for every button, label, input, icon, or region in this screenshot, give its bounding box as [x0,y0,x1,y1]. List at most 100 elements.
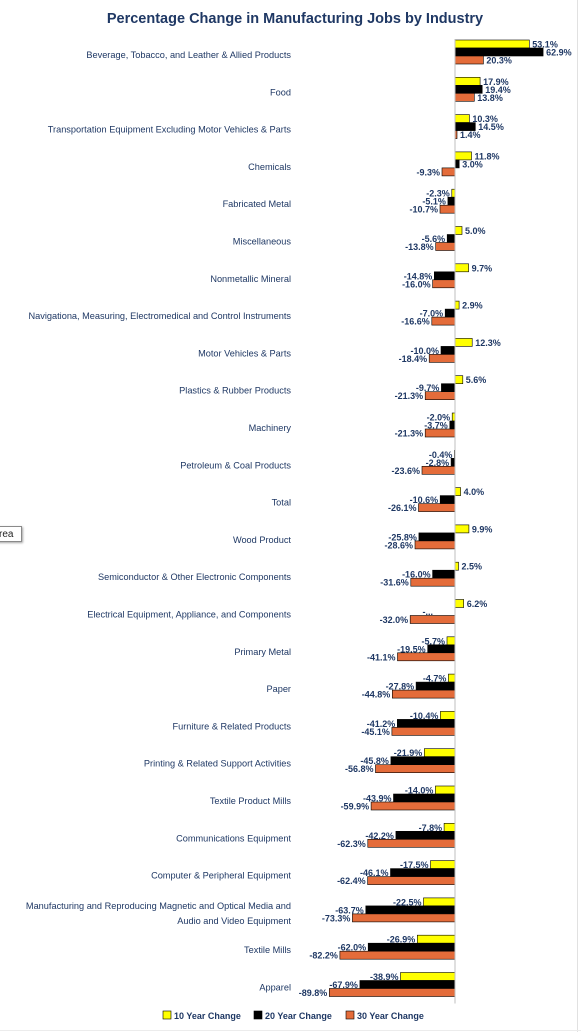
data-label: -42.2% [365,831,394,841]
bar [446,234,456,243]
data-label: -7.8% [419,823,443,833]
category-label: Food [270,87,291,97]
data-label: -2.0% [427,413,451,423]
data-label: -89.8% [299,988,328,998]
data-label: -25.8% [388,532,417,542]
data-label: 12.3% [475,338,501,348]
data-label: -32.0% [380,615,409,625]
data-label: 2.5% [462,562,483,572]
bar [430,860,456,869]
data-label: 6.2% [467,599,488,609]
data-label: -26.9% [387,935,416,945]
data-label: -16.0% [402,279,431,289]
bar [454,159,460,169]
bar [454,114,470,123]
category-label: Computer & Peripheral Equipment [151,871,291,881]
bar [454,55,484,65]
data-label: 9.9% [472,524,493,534]
data-label: -41.1% [367,652,396,662]
data-label: 1.4% [460,130,481,140]
data-label: -9.3% [416,167,440,177]
category-label: Chemicals [248,162,291,172]
data-label: -38.9% [370,972,399,982]
data-label: -16.6% [401,317,430,327]
data-label: -63.7% [335,905,364,915]
data-label: -21.9% [394,748,423,758]
data-label: -46.1% [360,868,389,878]
bar [454,77,481,86]
bar [448,673,456,683]
data-label: -7.0% [420,309,444,319]
data-label: -43.9% [363,794,392,804]
tooltip-fragment: rea [0,526,22,542]
data-label: -21.3% [395,429,424,439]
category-label: Printing & Related Support Activities [144,759,291,769]
category-label: Motor Vehicles & Parts [198,348,291,358]
data-label: -21.3% [395,391,424,401]
data-label: -73.3% [322,913,351,923]
bar [441,167,456,177]
legend-swatch [345,1010,355,1020]
category-label: Semiconductor & Other Electronic Compone… [98,572,291,582]
data-label: -19.5% [397,644,426,654]
data-label: -27.8% [386,682,415,692]
bar [441,383,456,393]
data-label: 20.3% [486,56,512,66]
data-label: -14.8% [404,271,433,281]
data-label: -2.8% [426,458,450,468]
bar [454,524,470,534]
data-label: -18.4% [399,354,428,364]
category-label: Transportation Equipment Excluding Motor… [48,125,292,135]
legend-label: 30 Year Change [357,1011,424,1021]
data-label: -45.8% [360,756,389,766]
bar [449,420,456,430]
category-label: Total [272,498,291,508]
bar [454,599,464,608]
legend-label: 20 Year Change [265,1011,332,1021]
bar [432,279,456,289]
bar [454,375,464,385]
bar [454,226,463,235]
data-label: -44.8% [362,690,391,700]
data-label: -56.8% [345,764,374,774]
data-label: 17.9% [483,77,509,87]
bar [414,540,456,550]
data-label: 9.7% [472,263,493,273]
data-label: 19.4% [485,85,511,95]
category-label-line: Audio and Video Equipment [177,916,291,926]
category-label: Petroleum & Coal Products [180,460,291,470]
bar [423,897,456,907]
category-label: Communications Equipment [176,833,291,843]
data-label: -22.5% [393,897,422,907]
data-label: -9.7% [416,383,440,393]
data-label: -10.0% [410,346,439,356]
legend-swatch [162,1010,172,1020]
data-label: 13.8% [477,93,503,103]
bar [454,561,459,571]
data-label: -13.8% [405,242,434,252]
data-label: 5.0% [465,226,486,236]
bar [423,748,456,758]
data-label: -10.6% [410,495,439,505]
data-label: -62.0% [338,943,367,953]
category-label: Primary Metal [234,647,291,657]
category-label: Machinery [249,423,292,433]
category-label-line: Manufacturing and Reproducing Magnetic a… [26,901,291,911]
bar [454,93,475,102]
data-label: 4.0% [464,487,485,497]
category-label: Textile Mills [244,945,291,955]
data-label: -10.4% [410,711,439,721]
legend-swatch [253,1010,263,1020]
data-label: -62.4% [337,876,366,886]
category-label: Fabricated Metal [223,199,291,209]
data-label: -0.4% [429,450,453,460]
data-label: 5.6% [466,375,487,385]
chart-title: Percentage Change in Manufacturing Jobs … [107,11,483,27]
data-label: -28.6% [384,540,413,550]
category-label: Beverage, Tobacco, and Leather & Allied … [86,50,291,60]
bar [454,263,469,273]
category-label: Navigationa, Measuring, Electromedical a… [29,311,292,321]
data-label: 11.8% [475,151,500,161]
